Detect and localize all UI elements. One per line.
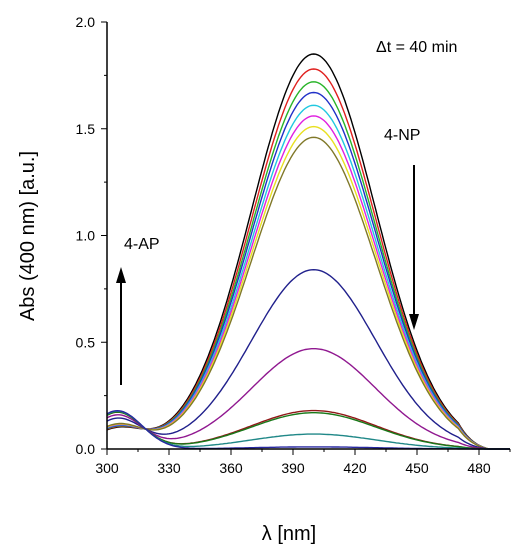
x-tick-label: 330 (157, 460, 181, 476)
y-axis-title: Abs (400 nm) [a.u.] (17, 151, 39, 321)
y-tick-label: 0.0 (76, 441, 96, 457)
x-tick-label: 360 (219, 460, 243, 476)
axes (107, 22, 510, 449)
spectrum-curve-1 (107, 54, 510, 449)
spectrum-curve-3 (107, 82, 510, 449)
y-tick-label: 1.5 (76, 121, 96, 137)
spectrum-curve-6 (107, 116, 510, 449)
x-tick-label: 300 (95, 460, 119, 476)
product-label: 4-AP (124, 236, 160, 253)
x-tick-label: 390 (281, 460, 305, 476)
reactant-label: 4-NP (384, 127, 420, 144)
y-tick-label: 0.5 (76, 334, 96, 350)
y-tick-label: 1.0 (76, 228, 96, 244)
spectra-curves (107, 54, 510, 449)
spectrum-curve-2 (107, 69, 510, 449)
x-tick-label: 450 (405, 460, 429, 476)
spectrum-curve-7 (107, 127, 510, 449)
time-annotation: Δt = 40 min (376, 39, 457, 56)
x-axis-title: λ [nm] (262, 523, 316, 545)
x-tick-label: 480 (467, 460, 491, 476)
down-arrow-head (409, 314, 419, 330)
up-arrow-head (116, 267, 126, 283)
spectrum-curve-5 (107, 105, 510, 449)
spectrum-curve-8 (107, 137, 510, 449)
x-tick-label: 420 (343, 460, 367, 476)
y-tick-label: 2.0 (76, 14, 96, 30)
